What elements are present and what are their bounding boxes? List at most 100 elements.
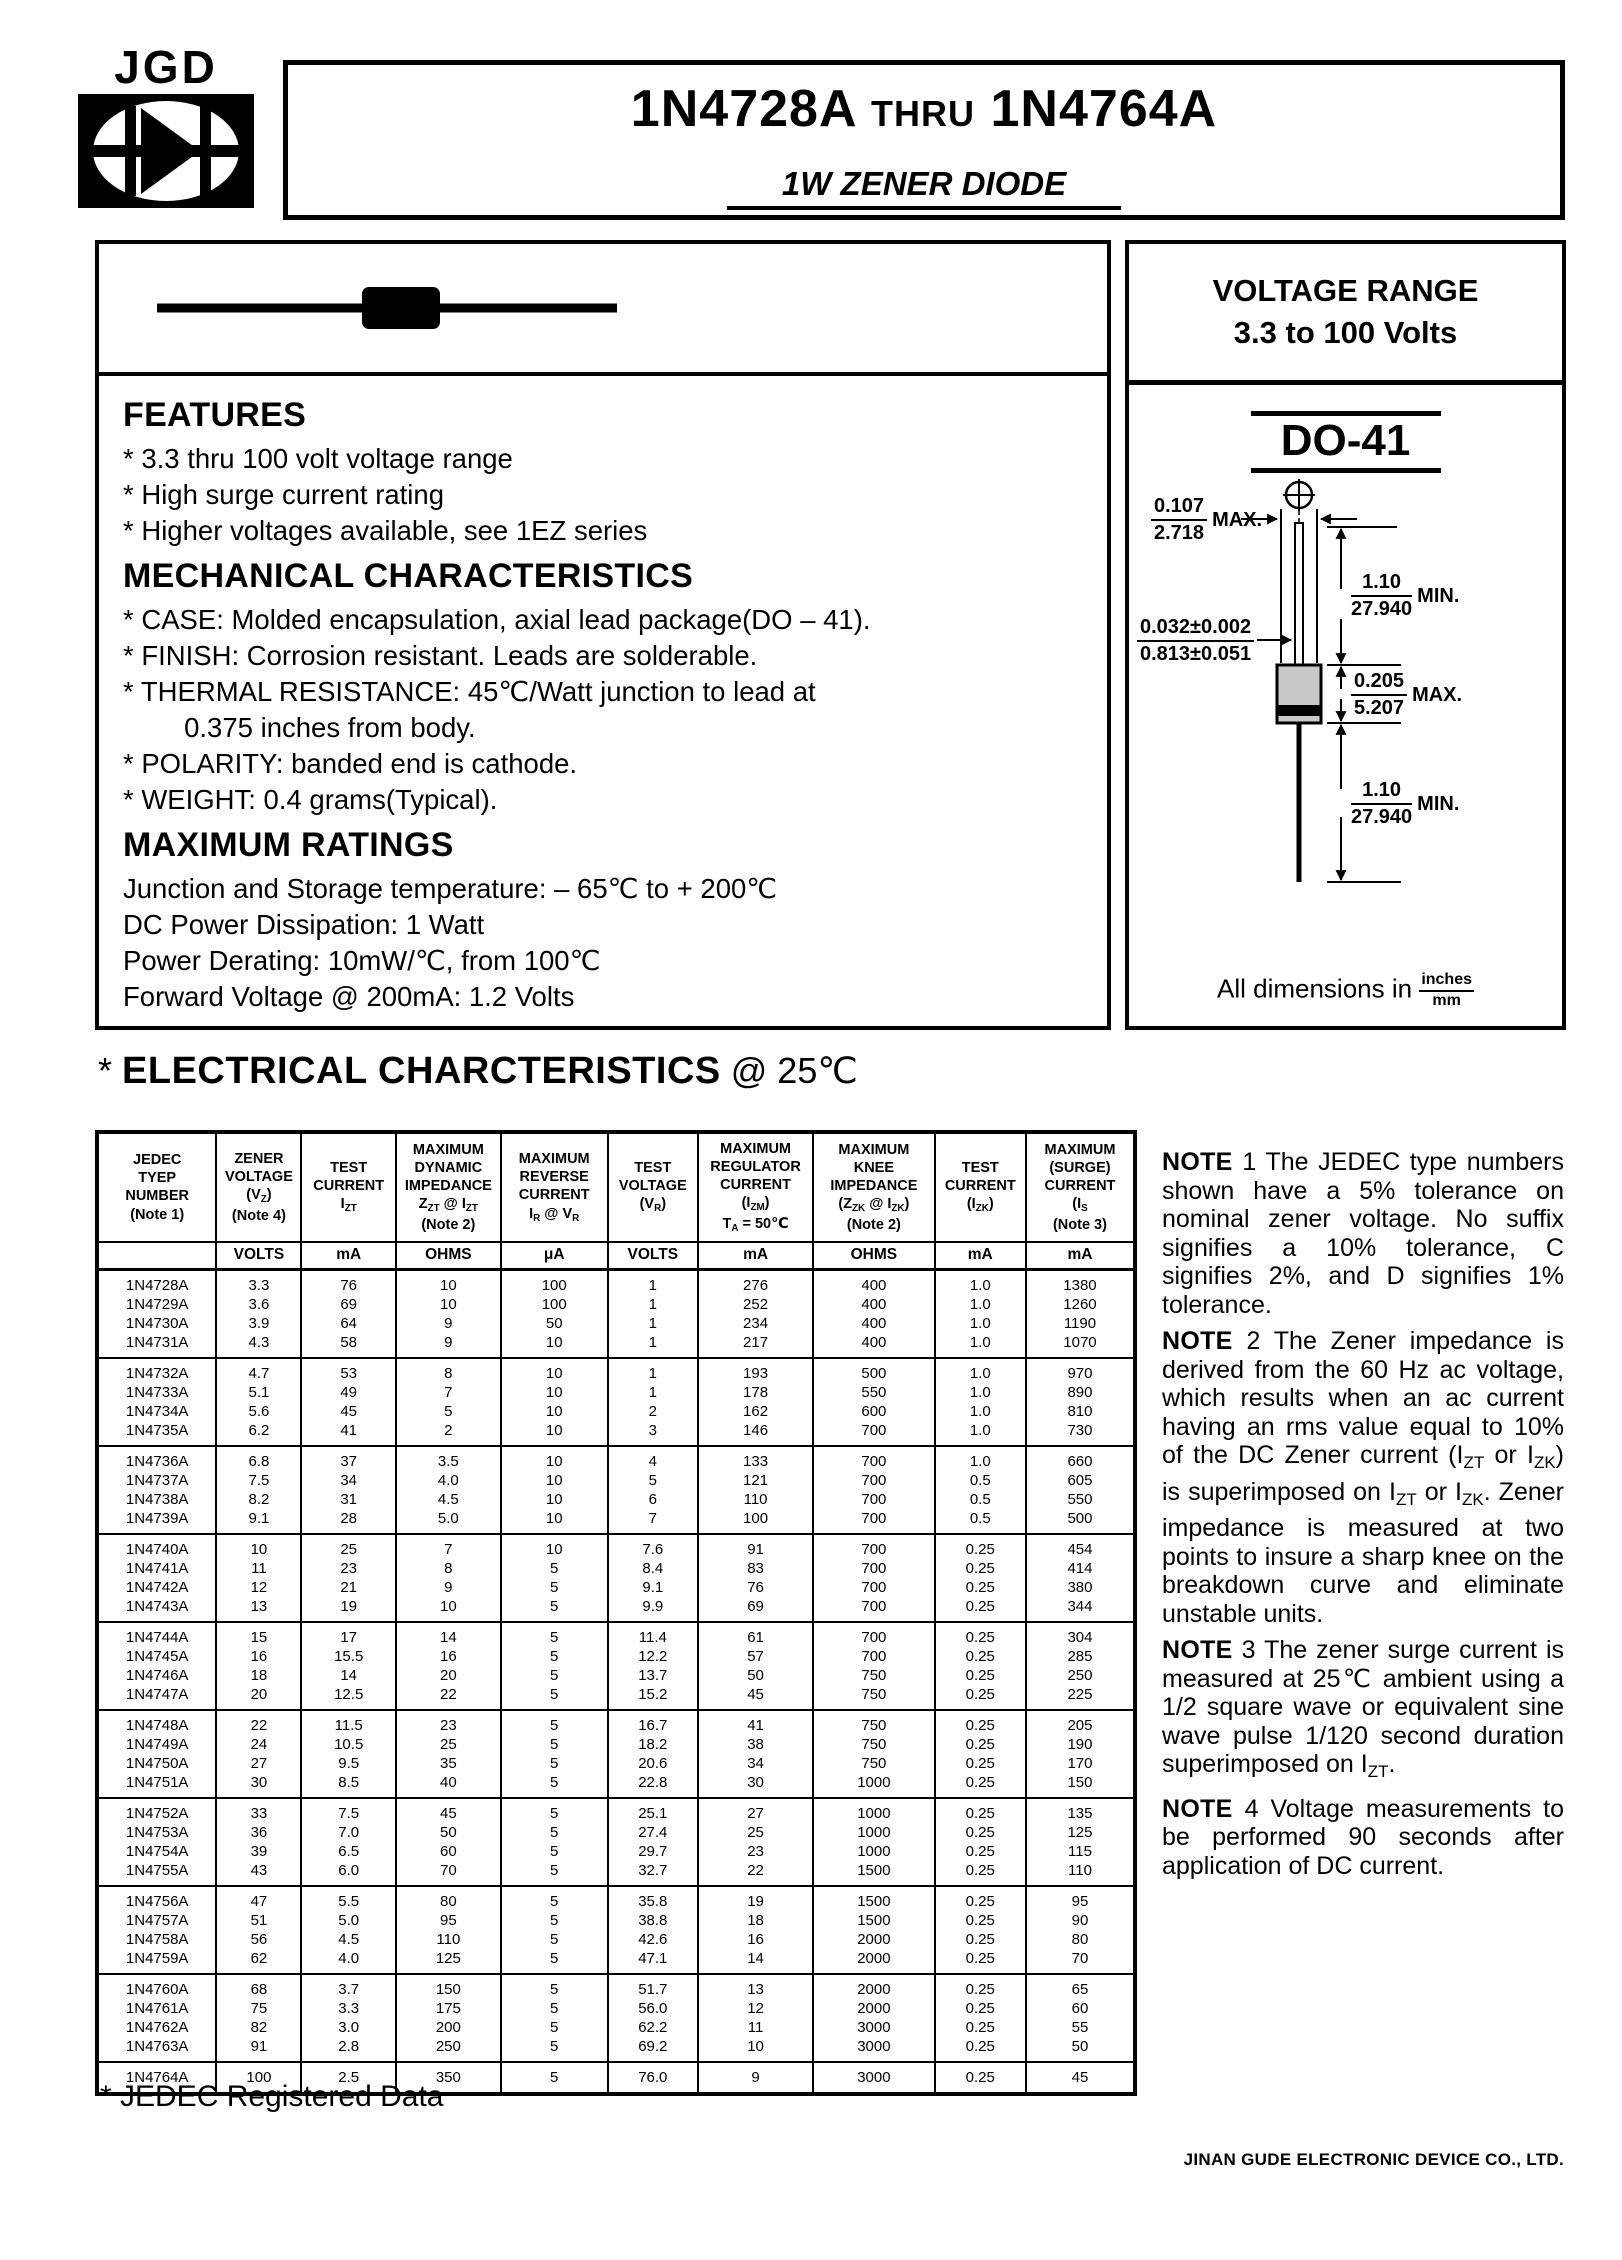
table-row: 1N4750A 27 9.5 35 5 20.6 34 750 0.25 170	[97, 1753, 1135, 1773]
package-name: DO-41	[1250, 411, 1441, 474]
table-cell: 7	[394, 1532, 501, 1559]
table-cell: 1N4760A	[97, 1972, 217, 1999]
table-row: 1N4731A 4.3 58 9 10 1 217 400 1.0 1070	[97, 1332, 1135, 1358]
table-cell: 7.6	[606, 1532, 698, 1559]
table-unit-cell: μA	[499, 1241, 608, 1271]
table-cell: 80	[1024, 1929, 1135, 1949]
table-cell: 14	[394, 1620, 501, 1647]
table-row: 1N4748A 22 11.5 23 5 16.7 41 750 0.25 205	[97, 1708, 1135, 1735]
table-cell: 10	[499, 1489, 608, 1509]
table-cell: 1N4734A	[125, 1402, 189, 1420]
features-list: * 3.3 thru 100 volt voltage range * High …	[123, 441, 1087, 549]
table-cell: 0.25	[933, 1577, 1026, 1597]
table-cell: 1N4749A	[125, 1735, 189, 1753]
table-cell: 11.4	[606, 1620, 698, 1647]
table-cell: 175	[394, 1998, 501, 2018]
table-cell: 10	[499, 1356, 608, 1383]
table-cell: 1N4762A	[125, 2018, 189, 2036]
table-cell: 18.2	[606, 1734, 698, 1754]
brand-logo: JGD	[76, 44, 256, 208]
table-cell: 50	[394, 1822, 501, 1842]
table-cell: 23	[394, 1708, 501, 1735]
table-cell: 1N4759A	[125, 1949, 189, 1967]
table-row: 1N4762A 82 3.0 200 5 62.2 11 3000 0.25 55	[97, 2017, 1135, 2037]
table-row: 1N4754A 39 6.5 60 5 29.7 23 1000 0.25 115	[97, 1841, 1135, 1861]
jedec-registered-note: * JEDEC Registered Data	[100, 2080, 444, 2113]
table-cell: 5	[499, 1734, 608, 1754]
table-cell: 5	[499, 1558, 608, 1578]
table-row: 1N4741A 11 23 8 5 8.4 83 700 0.25 414	[97, 1558, 1135, 1578]
table-row: 1N4760A 68 3.7 150 5 51.7 13 2000 0.25 65	[97, 1972, 1135, 1999]
table-cell: 16.7	[606, 1708, 698, 1735]
table-cell: 4.3	[215, 1332, 302, 1358]
table-cell: 150	[1024, 1772, 1135, 1798]
table-cell: 2	[394, 1420, 501, 1446]
table-cell: 1000	[812, 1772, 935, 1798]
table-cell: 1.0	[933, 1356, 1026, 1383]
table-cell: 1N4756A	[97, 1884, 217, 1911]
title-part-number-start: 1N4728A	[630, 80, 856, 138]
table-cell: 0.25	[933, 1620, 1026, 1647]
table-cell: 38	[696, 1734, 814, 1754]
table-cell: 25.1	[606, 1796, 698, 1823]
table-cell: 110	[696, 1489, 814, 1509]
table-cell: 20.6	[606, 1753, 698, 1773]
table-cell: 3.5	[394, 1444, 501, 1471]
table-cell: 6.2	[215, 1420, 302, 1446]
table-cell: 1260	[1024, 1294, 1135, 1314]
table-cell: 100	[696, 1508, 814, 1534]
voltage-range-title: VOLTAGE RANGE	[1212, 273, 1479, 309]
table-cell: 1N4764A	[97, 2060, 217, 2094]
table-cell: 7.0	[300, 1822, 396, 1842]
table-cell: 41	[696, 1708, 814, 1735]
table-cell: 1.0	[933, 1294, 1026, 1314]
table-cell: 11	[696, 2017, 814, 2037]
table-cell: 178	[696, 1382, 814, 1402]
table-cell: 14	[300, 1665, 396, 1685]
table-cell: 3.6	[215, 1294, 302, 1314]
table-cell: 41	[300, 1420, 396, 1446]
table-cell: 454	[1024, 1532, 1135, 1559]
ratings-list: Junction and Storage temperature: – 65℃ …	[123, 871, 1087, 1015]
table-cell: 1.0	[933, 1401, 1026, 1421]
table-cell: 8.2	[215, 1489, 302, 1509]
table-cell: 110	[394, 1929, 501, 1949]
table-cell: 65	[1024, 1972, 1135, 1999]
table-cell: 700	[812, 1532, 935, 1559]
table-cell: 2.5	[300, 2060, 396, 2094]
table-cell: 16	[696, 1929, 814, 1949]
table-cell: 5	[499, 1772, 608, 1798]
table-cell: 16	[394, 1646, 501, 1666]
table-cell: 125	[394, 1948, 501, 1974]
table-header-cell: TEST VOLTAGE (VR)	[606, 1132, 698, 1243]
table-cell: 6	[606, 1489, 698, 1509]
table-cell: 10	[394, 1268, 501, 1295]
note-paragraph: NOTE 2 The Zener impedance is derived fr…	[1162, 1327, 1564, 1628]
page-subtitle: 1W ZENER DIODE	[726, 165, 1122, 210]
table-cell: 225	[1024, 1684, 1135, 1710]
table-cell: 47.1	[606, 1948, 698, 1974]
table-cell: 45	[1024, 2060, 1135, 2094]
table-cell: 3.7	[300, 1972, 396, 1999]
table-cell: 1N4758A	[125, 1930, 189, 1948]
table-cell: 64	[300, 1313, 396, 1333]
table-cell: 700	[812, 1470, 935, 1490]
table-cell: 12.5	[300, 1684, 396, 1710]
table-cell: 10	[499, 1332, 608, 1358]
table-row: 1N4737A 7.5 34 4.0 10 5 121 700 0.5 605	[97, 1470, 1135, 1490]
table-cell: 33	[215, 1796, 302, 1823]
table-cell: 21	[300, 1577, 396, 1597]
table-cell: 5	[499, 1860, 608, 1886]
table-cell: 14	[696, 1948, 814, 1974]
table-cell: 4	[606, 1444, 698, 1471]
table-cell: 24	[215, 1734, 302, 1754]
table-cell: 100	[499, 1294, 608, 1314]
rating-item: Forward Voltage @ 200mA: 1.2 Volts	[123, 981, 575, 1012]
table-cell: 2.8	[300, 2036, 396, 2062]
table-cell: 27.4	[606, 1822, 698, 1842]
table-cell: 50	[1024, 2036, 1135, 2062]
table-cell: 1N4742A	[125, 1578, 189, 1596]
table-cell: 5	[499, 1841, 608, 1861]
table-cell: 15.2	[606, 1684, 698, 1710]
table-cell: 252	[696, 1294, 814, 1314]
